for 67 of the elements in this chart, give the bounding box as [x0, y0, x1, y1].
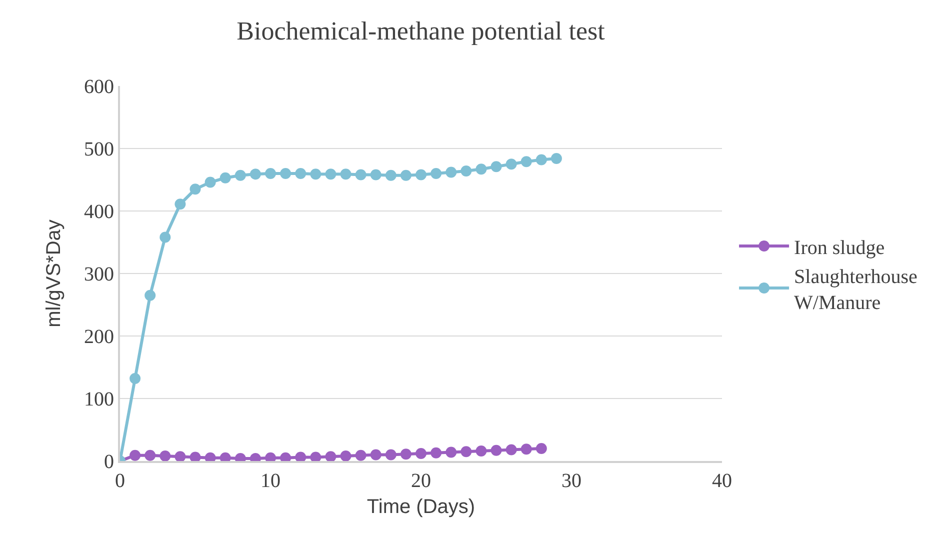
x-tick-label: 30 [562, 470, 582, 492]
point [460, 166, 472, 176]
point [490, 161, 502, 172]
point [204, 176, 216, 188]
point [325, 451, 336, 461]
point [280, 168, 292, 179]
point [400, 448, 412, 460]
point [174, 198, 186, 210]
point [490, 444, 502, 456]
point [476, 164, 487, 175]
point [536, 154, 547, 166]
point [446, 166, 457, 178]
point [130, 373, 141, 384]
point [520, 156, 532, 168]
y-tick-label: 600 [84, 76, 114, 98]
y-tick-label: 500 [84, 138, 114, 160]
point [310, 168, 322, 180]
point [144, 290, 156, 301]
point [506, 158, 517, 170]
point [446, 446, 457, 458]
point [355, 450, 366, 461]
point [340, 450, 352, 461]
chart-title: Biochemical-methane potential test [236, 16, 606, 46]
x-tick-label: 10 [260, 470, 280, 492]
point [460, 446, 472, 458]
point [190, 184, 201, 195]
point [520, 444, 532, 455]
point [234, 170, 246, 181]
point [160, 232, 171, 243]
point [340, 168, 352, 180]
point [370, 169, 382, 180]
point [536, 443, 547, 454]
point [370, 449, 382, 460]
y-tick-label: 400 [84, 201, 114, 223]
y-tick-label: 300 [84, 264, 114, 286]
point [416, 169, 426, 180]
y-tick-label: 100 [84, 388, 114, 410]
x-axis-title: Time (Days) [366, 496, 476, 518]
point [355, 169, 366, 180]
point [190, 452, 201, 461]
point [144, 450, 156, 461]
legend-label: Slaughterhouse W/Manure [794, 266, 918, 314]
point [174, 451, 186, 461]
point [430, 168, 442, 179]
point [506, 444, 517, 456]
point [295, 168, 306, 179]
point [160, 450, 171, 461]
point [430, 447, 442, 458]
point [295, 452, 306, 461]
point [385, 449, 396, 460]
y-tick-label: 0 [104, 451, 114, 473]
point [416, 448, 426, 459]
x-tick-label: 40 [712, 470, 732, 492]
point [130, 450, 141, 461]
point [385, 170, 396, 181]
y-tick-label: 200 [84, 326, 114, 348]
point [476, 446, 487, 456]
point [400, 170, 412, 181]
y-axis-title: ml/gVS*Day [43, 220, 65, 328]
point [250, 168, 261, 180]
point [265, 168, 276, 179]
point [220, 172, 231, 184]
point [325, 168, 336, 180]
legend-label: Iron sludge [794, 236, 885, 259]
point [310, 452, 322, 461]
point [550, 153, 562, 164]
x-tick-label: 20 [411, 470, 431, 492]
